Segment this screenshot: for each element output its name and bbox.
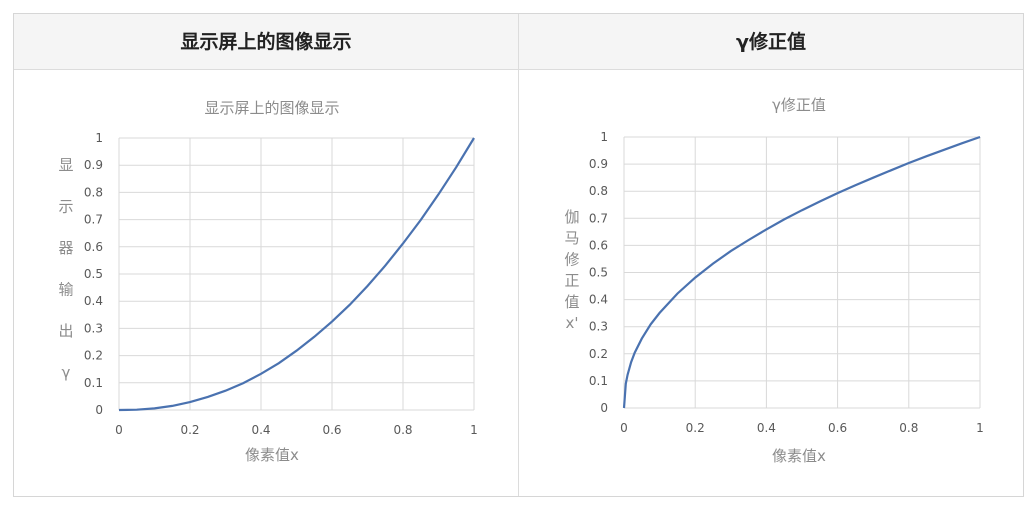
chart-0-ytick: 0.4 bbox=[84, 294, 103, 308]
chart-0-ytick: 0 bbox=[95, 403, 103, 417]
chart-1-ylabel-char: 值 bbox=[564, 293, 579, 311]
chart-1-ylabel-char: 伽 bbox=[564, 208, 579, 226]
chart-0-xtick: 0.2 bbox=[180, 423, 199, 437]
chart-1-xtick: 1 bbox=[976, 421, 984, 435]
chart-1-ytick: 0.4 bbox=[589, 293, 608, 307]
chart-1-series-line bbox=[622, 135, 981, 409]
chart-0-title: 显示屏上的图像显示 bbox=[204, 99, 339, 117]
chart-1-ytick: 0 bbox=[600, 401, 608, 415]
chart-1-ytick: 1 bbox=[600, 130, 608, 144]
chart-1-xtick: 0.4 bbox=[757, 421, 776, 435]
chart-1-ytick: 0.8 bbox=[589, 184, 608, 198]
chart-1-ytick: 0.7 bbox=[589, 211, 608, 225]
chart-1-xtick: 0.2 bbox=[686, 421, 705, 435]
chart-0-series-line bbox=[118, 137, 475, 412]
chart-1-xlabel: 像素值x bbox=[772, 447, 826, 465]
chart-1-xtick: 0.8 bbox=[899, 421, 918, 435]
chart-0-ylabel-char: 器 bbox=[58, 239, 73, 257]
chart-0-ylabel-char: 示 bbox=[58, 198, 73, 216]
chart-0-ytick: 1 bbox=[95, 131, 103, 145]
chart-0-ylabel-char: γ bbox=[62, 364, 71, 382]
chart-0-xtick: 0.4 bbox=[251, 423, 270, 437]
chart-0-ytick: 0.2 bbox=[84, 349, 103, 363]
chart-0-ylabel-char: 出 bbox=[58, 322, 73, 340]
chart-0-ytick: 0.8 bbox=[84, 185, 103, 199]
chart-0-ytick: 0.6 bbox=[84, 240, 103, 254]
chart-0-xtick: 0 bbox=[115, 423, 123, 437]
chart-1-ylabel-char: 修 bbox=[564, 250, 579, 268]
header-right-title: γ修正值 bbox=[736, 31, 806, 53]
chart-0-xtick: 1 bbox=[470, 423, 478, 437]
chart-1-ytick: 0.6 bbox=[589, 238, 608, 252]
chart-0-ytick: 0.3 bbox=[84, 321, 103, 335]
chart-0-xtick: 0.6 bbox=[322, 423, 341, 437]
chart-0-xlabel: 像素值x bbox=[245, 446, 299, 464]
chart-0-ytick: 0.7 bbox=[84, 213, 103, 227]
chart-1-ytick: 0.1 bbox=[589, 374, 608, 388]
chart-1-ylabel-char: 马 bbox=[564, 229, 579, 247]
chart-1-ytick: 0.3 bbox=[589, 320, 608, 334]
column-divider bbox=[518, 14, 519, 496]
chart-1-ylabel-char: 正 bbox=[564, 272, 579, 290]
chart-1-title: γ修正值 bbox=[772, 96, 826, 114]
chart-1-ytick: 0.9 bbox=[589, 157, 608, 171]
chart-0-ylabel-char: 输 bbox=[58, 281, 73, 299]
chart-1-ytick: 0.2 bbox=[589, 347, 608, 361]
chart-1-ytick: 0.5 bbox=[589, 266, 608, 280]
chart-1-xtick: 0 bbox=[620, 421, 628, 435]
header-left-title: 显示屏上的图像显示 bbox=[180, 31, 352, 53]
chart-1-xtick: 0.6 bbox=[828, 421, 847, 435]
comparison-table: 显示屏上的图像显示 γ修正值 bbox=[13, 13, 1024, 497]
chart-0-ytick: 0.9 bbox=[84, 158, 103, 172]
chart-0-xtick: 0.8 bbox=[393, 423, 412, 437]
chart-0-ytick: 0.5 bbox=[84, 267, 103, 281]
chart-1-ylabel-char: x' bbox=[565, 314, 578, 332]
chart-0-ylabel-char: 显 bbox=[58, 156, 73, 174]
chart-0-ytick: 0.1 bbox=[84, 376, 103, 390]
